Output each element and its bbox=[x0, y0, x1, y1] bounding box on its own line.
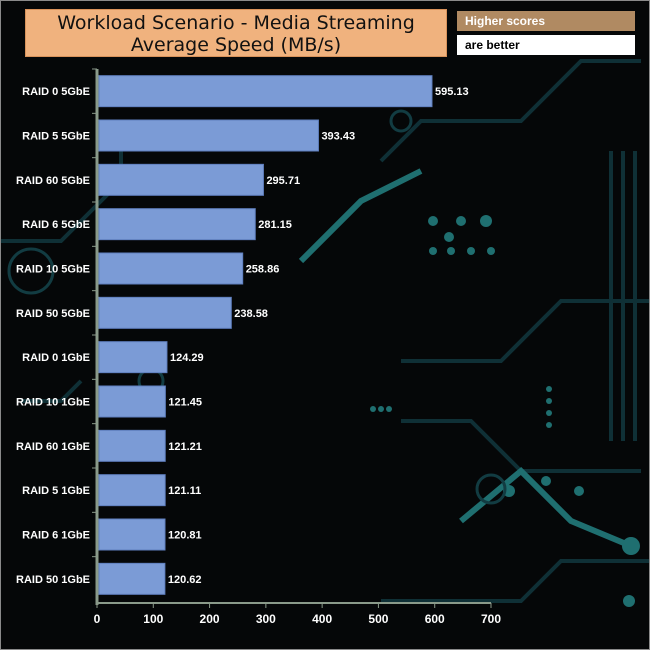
bar bbox=[98, 429, 166, 462]
chart-title-box: Workload Scenario - Media Streaming Aver… bbox=[25, 9, 447, 57]
data-label: 121.45 bbox=[168, 397, 202, 409]
category-label: RAID 50 5GbE bbox=[16, 308, 90, 320]
chart-subtitle: Average Speed (MB/s) bbox=[130, 34, 342, 56]
bar bbox=[98, 562, 166, 595]
chart-title: Workload Scenario - Media Streaming bbox=[57, 12, 415, 34]
x-tick-label: 0 bbox=[94, 612, 101, 626]
bar bbox=[98, 296, 232, 329]
x-tick-label: 200 bbox=[200, 612, 220, 626]
category-label: RAID 10 1GbE bbox=[16, 397, 90, 409]
x-tick-label: 500 bbox=[368, 612, 388, 626]
bar bbox=[98, 518, 166, 551]
category-label: RAID 10 5GbE bbox=[16, 264, 90, 276]
data-label: 120.62 bbox=[168, 574, 202, 586]
note-are-better: are better bbox=[457, 35, 635, 55]
x-tick-label: 600 bbox=[425, 612, 445, 626]
bar bbox=[98, 163, 264, 196]
category-label: RAID 60 5GbE bbox=[16, 175, 90, 187]
data-label: 595.13 bbox=[435, 86, 469, 98]
bar bbox=[98, 341, 168, 374]
data-label: 120.81 bbox=[168, 530, 202, 542]
x-tick-label: 700 bbox=[481, 612, 501, 626]
category-label: RAID 60 1GbE bbox=[16, 441, 90, 453]
data-label: 281.15 bbox=[258, 219, 292, 231]
data-label: 121.11 bbox=[168, 485, 201, 497]
bar bbox=[98, 474, 166, 507]
data-label: 238.58 bbox=[234, 308, 268, 320]
x-tick-label: 300 bbox=[256, 612, 276, 626]
data-label: 295.71 bbox=[266, 175, 300, 187]
x-tick-label: 100 bbox=[143, 612, 163, 626]
note-higher-scores: Higher scores bbox=[457, 11, 635, 31]
category-label: RAID 0 5GbE bbox=[22, 86, 90, 98]
data-label: 121.21 bbox=[168, 441, 202, 453]
category-label: RAID 6 5GbE bbox=[22, 219, 90, 231]
category-label: RAID 0 1GbE bbox=[22, 352, 90, 364]
data-label: 258.86 bbox=[246, 264, 280, 276]
category-label: RAID 6 1GbE bbox=[22, 530, 90, 542]
bar bbox=[98, 385, 166, 418]
bar bbox=[98, 208, 256, 241]
category-label: RAID 5 1GbE bbox=[22, 485, 90, 497]
bar bbox=[98, 119, 319, 152]
bar bbox=[98, 75, 433, 108]
x-tick-label: 400 bbox=[312, 612, 332, 626]
bar bbox=[98, 252, 244, 285]
data-label: 393.43 bbox=[321, 131, 355, 143]
data-label: 124.29 bbox=[170, 352, 204, 364]
category-label: RAID 50 1GbE bbox=[16, 574, 90, 586]
category-label: RAID 5 5GbE bbox=[22, 131, 90, 143]
